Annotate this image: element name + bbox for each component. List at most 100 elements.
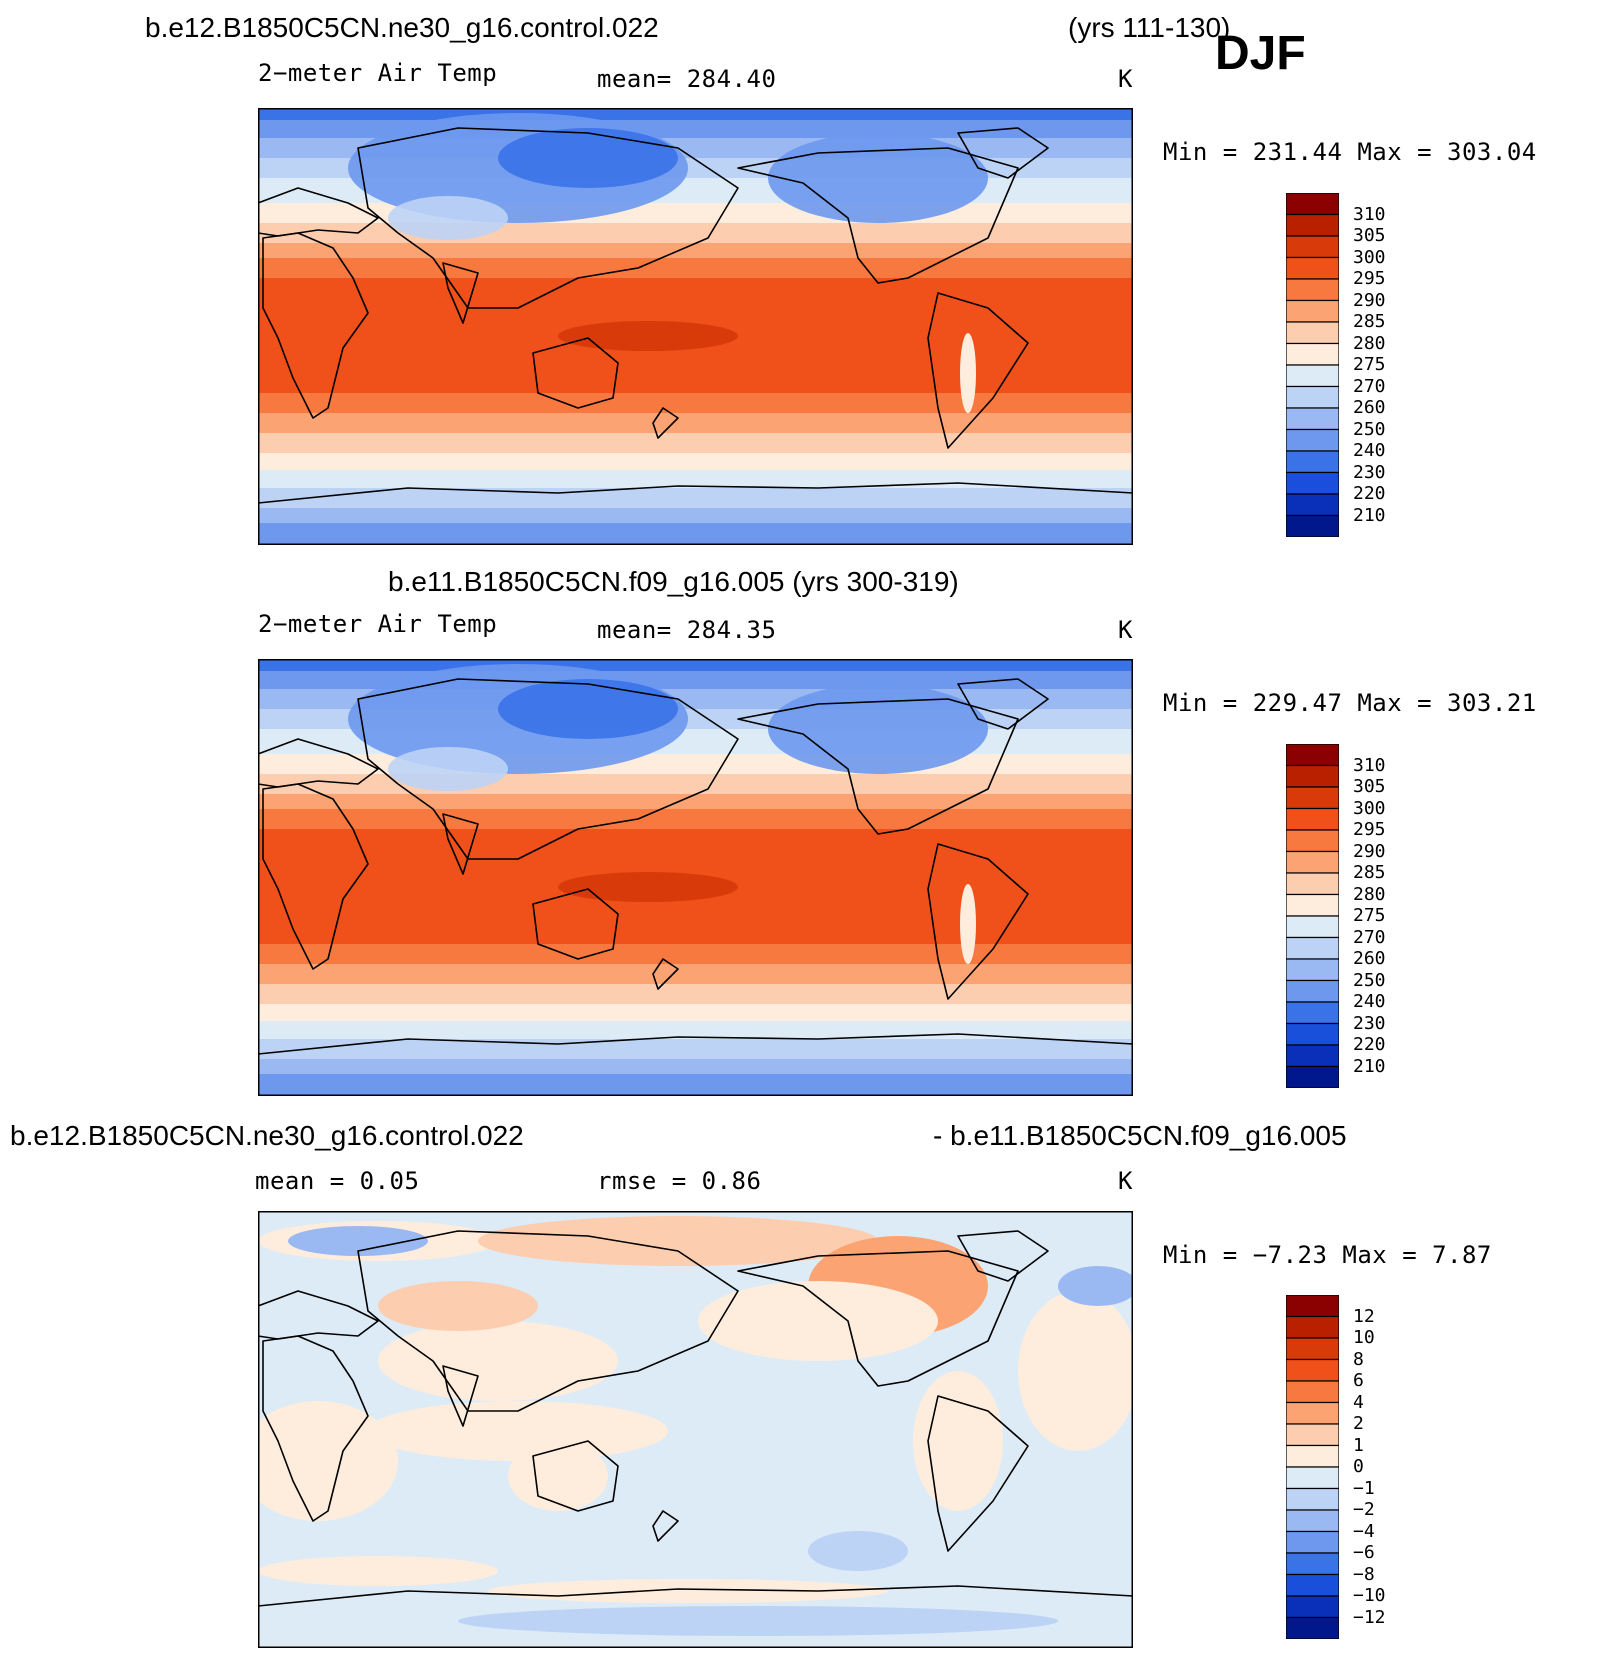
diff-region — [258, 1556, 498, 1586]
colorbar-box — [1286, 1380, 1339, 1404]
map-frame — [258, 108, 1133, 545]
colorbar-box — [1286, 1444, 1339, 1468]
colorbar-box — [1286, 1616, 1339, 1639]
colorbar-box — [1286, 1509, 1339, 1533]
colorbar-tick-label: 290 — [1353, 840, 1386, 862]
coastline-australia — [532, 888, 619, 960]
colorbar-tick-label: 305 — [1353, 225, 1386, 246]
colorbar-box — [1286, 1487, 1339, 1511]
diff-region — [368, 1401, 668, 1461]
case1-years: (yrs 111-130) — [1068, 12, 1231, 43]
colorbar-box — [1286, 786, 1339, 810]
colorbar-tick-label: −10 — [1353, 1585, 1386, 1606]
panel3-title-left: b.e12.B1850C5CN.ne30_g16.control.022 — [10, 1120, 524, 1151]
coastline-europe — [258, 738, 379, 788]
colorbar-box — [1286, 807, 1339, 831]
diff-region — [698, 1281, 938, 1361]
coastline-india — [442, 813, 479, 875]
diff-region — [808, 1531, 908, 1571]
temperature-band — [258, 453, 1133, 470]
diff-region — [1058, 1266, 1133, 1306]
colorbar-box — [1286, 1044, 1339, 1068]
colorbar-tick-label: 250 — [1353, 969, 1386, 991]
colorbar-box — [1286, 235, 1339, 259]
temperature-band — [258, 258, 1133, 278]
colorbar-box — [1286, 1466, 1339, 1490]
colorbar-box — [1286, 342, 1339, 366]
panel2-title: b.e11.B1850C5CN.f09_g16.005 (yrs 300-319… — [388, 566, 959, 597]
coastline-australia — [532, 1440, 619, 1512]
colorbar-tick-label: 10 — [1353, 1327, 1375, 1348]
colorbar-tick-label: 275 — [1353, 905, 1386, 926]
coastline-samerica — [927, 1395, 1029, 1552]
colorbar-box — [1286, 1001, 1339, 1025]
panel3-minmax: Min = −7.23 Max = 7.87 — [1163, 1241, 1492, 1269]
temperature-band — [258, 108, 1133, 120]
panel2-colorbar — [1286, 744, 1339, 1088]
temperature-band — [258, 1021, 1133, 1039]
colorbar-tick-label: 210 — [1353, 504, 1386, 526]
colorbar-tick-label: −4 — [1353, 1520, 1375, 1542]
colorbar-box — [1286, 1337, 1339, 1361]
colorbar-box — [1286, 256, 1339, 280]
colorbar-tick-label: 270 — [1353, 375, 1386, 397]
coastline-africa — [262, 232, 369, 419]
colorbar-tick-label: 2 — [1353, 1413, 1364, 1434]
panel2-minmax: Min = 229.47 Max = 303.21 — [1163, 689, 1537, 717]
cold-region — [768, 133, 988, 223]
colorbar-box — [1286, 850, 1339, 874]
colorbar-box — [1286, 321, 1339, 345]
temperature-band — [258, 1004, 1133, 1021]
panel2-map — [258, 659, 1133, 1096]
panel3-rmse: rmse = 0.86 — [597, 1167, 762, 1195]
colorbar-box — [1286, 1315, 1339, 1339]
colorbar-tick-label: 275 — [1353, 354, 1386, 375]
colorbar-tick-label: 300 — [1353, 246, 1386, 268]
panel2-mean: mean= 284.35 — [597, 616, 777, 644]
diff-region — [913, 1371, 1003, 1511]
panel3-title-right: - b.e11.B1850C5CN.f09_g16.005 — [933, 1120, 1347, 1151]
coastline-nz — [652, 958, 679, 990]
colorbar-box — [1286, 958, 1339, 982]
colorbar-tick-label: 0 — [1353, 1456, 1364, 1477]
diff-region — [258, 1401, 398, 1521]
colorbar-tick-label: 6 — [1353, 1370, 1364, 1391]
colorbar-tick-label: 4 — [1353, 1391, 1364, 1413]
colorbar-tick-label: 230 — [1353, 1012, 1386, 1034]
colorbar-tick-label: 295 — [1353, 268, 1386, 289]
map-frame — [258, 659, 1133, 1096]
colorbar-box — [1286, 1423, 1339, 1447]
colorbar-box — [1286, 493, 1339, 517]
temperature-band — [258, 794, 1133, 809]
colorbar-box — [1286, 428, 1339, 452]
colorbar-tick-label: 230 — [1353, 461, 1386, 483]
panel2-units: K — [1118, 616, 1133, 644]
colorbar-tick-label: 285 — [1353, 862, 1386, 883]
colorbar-box — [1286, 979, 1339, 1003]
coastline-namerica — [737, 147, 1019, 284]
colorbar-tick-label: −6 — [1353, 1542, 1375, 1563]
panel3-mean: mean = 0.05 — [255, 1167, 420, 1195]
colorbar-tick-label: 300 — [1353, 797, 1386, 819]
temperature-band — [258, 413, 1133, 433]
colorbar-tick-label: 305 — [1353, 776, 1386, 797]
temperature-band — [258, 488, 1133, 508]
season-label: DJF — [1215, 27, 1306, 80]
colorbar-box — [1286, 872, 1339, 896]
coastline-india — [442, 1365, 479, 1427]
colorbar-box — [1286, 1595, 1339, 1619]
panel1-mean: mean= 284.40 — [597, 65, 777, 93]
temperature-band — [258, 944, 1133, 964]
colorbar-tick-label: 295 — [1353, 819, 1386, 840]
temperature-band — [258, 984, 1133, 1004]
temperature-band — [258, 1039, 1133, 1059]
colorbar-tick-label: 250 — [1353, 418, 1386, 440]
colorbar-tick-label: 270 — [1353, 926, 1386, 948]
diff-region — [478, 1216, 878, 1266]
temperature-band — [258, 523, 1133, 545]
coastline-europe — [258, 1290, 379, 1340]
colorbar-box — [1286, 829, 1339, 853]
colorbar-box — [1286, 514, 1339, 537]
diff-region — [458, 1606, 1058, 1636]
coastline-nz — [652, 407, 679, 439]
